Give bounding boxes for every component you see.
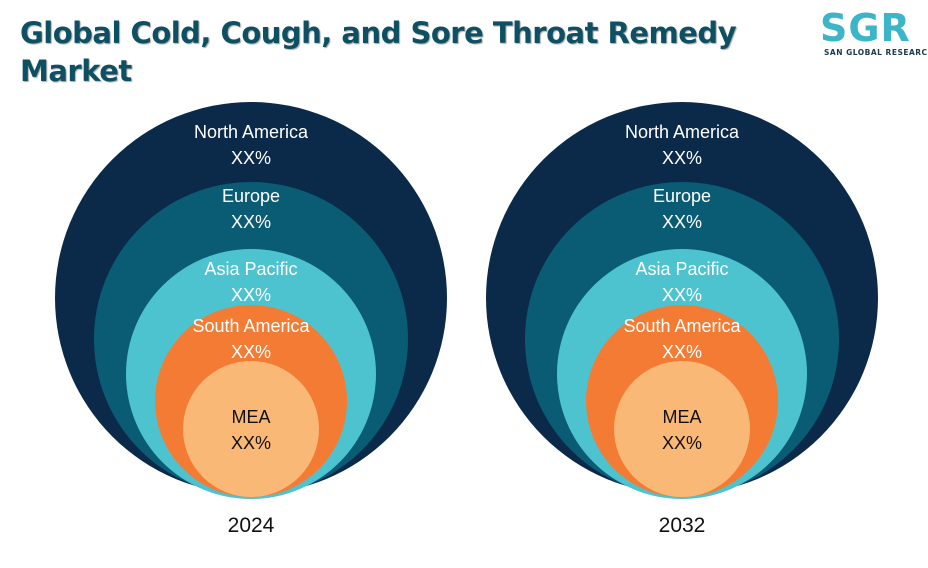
segment-value: XX% xyxy=(231,342,271,362)
segment-value: XX% xyxy=(231,148,271,168)
segment-value: XX% xyxy=(662,212,702,232)
circle-mea xyxy=(183,361,319,497)
segment-label: North America xyxy=(194,122,309,142)
page-title: Global Cold, Cough, and Sore Throat Reme… xyxy=(20,16,737,88)
circle-mea xyxy=(614,361,750,497)
segment-value: XX% xyxy=(662,148,702,168)
segment-value: XX% xyxy=(231,212,271,232)
segment-value: XX% xyxy=(662,433,702,453)
segment-value: XX% xyxy=(231,285,271,305)
segment-label: Asia Pacific xyxy=(635,259,728,279)
segment-label: South America xyxy=(192,316,310,336)
chart-2024: North America XX% Europe XX% Asia Pacific XX%… xyxy=(55,102,447,537)
segment-label: Europe xyxy=(222,186,280,206)
segment-label: Europe xyxy=(653,186,711,206)
segment-label: MEA xyxy=(662,407,701,427)
segment-label: MEA xyxy=(231,407,270,427)
chart-2032: North America XX% Europe XX% Asia Pacific XX%… xyxy=(486,102,878,537)
segment-value: XX% xyxy=(231,433,271,453)
segment-value: XX% xyxy=(662,285,702,305)
segment-label: South America xyxy=(623,316,741,336)
segment-label: Asia Pacific xyxy=(204,259,297,279)
logo-tagline: SAN GLOBAL RESEARCH xyxy=(824,48,928,57)
segment-value: XX% xyxy=(662,342,702,362)
segment-label: North America xyxy=(625,122,740,142)
logo-wordmark: SGR xyxy=(820,6,911,50)
sgr-logo: SGR SAN GLOBAL RESEARCH xyxy=(818,6,928,62)
year-label: 2024 xyxy=(228,514,275,537)
year-label: 2032 xyxy=(659,514,706,537)
